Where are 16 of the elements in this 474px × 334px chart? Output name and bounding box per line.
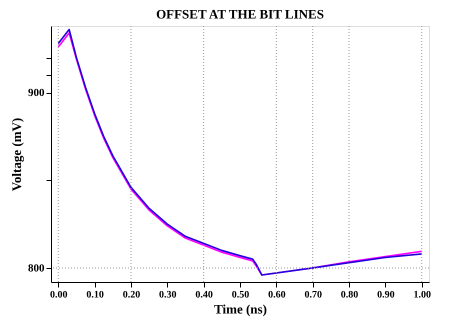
x-tick-label: 0.10	[86, 290, 104, 300]
x-tick-label: 0.50	[232, 290, 250, 300]
x-tick-label: 0.90	[377, 290, 395, 300]
x-tick-label: 0.20	[122, 290, 140, 300]
y-axis-title: Voltage (mV)	[9, 118, 24, 192]
chart-title: OFFSET AT THE BIT LINES	[156, 6, 324, 22]
x-tick-label: 0.40	[195, 290, 213, 300]
x-tick-label: 0.60	[268, 290, 286, 300]
y-tick-label: 900	[28, 87, 45, 100]
x-tick-label: 0.70	[304, 290, 322, 300]
x-tick-label: 0.80	[340, 290, 358, 300]
x-tick-label: 0.00	[50, 290, 68, 300]
x-axis-title: Time (ns)	[214, 302, 267, 316]
y-tick-label: 800	[28, 262, 45, 274]
x-tick-label: 1.00	[413, 290, 431, 300]
x-tick-label: 0.30	[159, 290, 177, 300]
